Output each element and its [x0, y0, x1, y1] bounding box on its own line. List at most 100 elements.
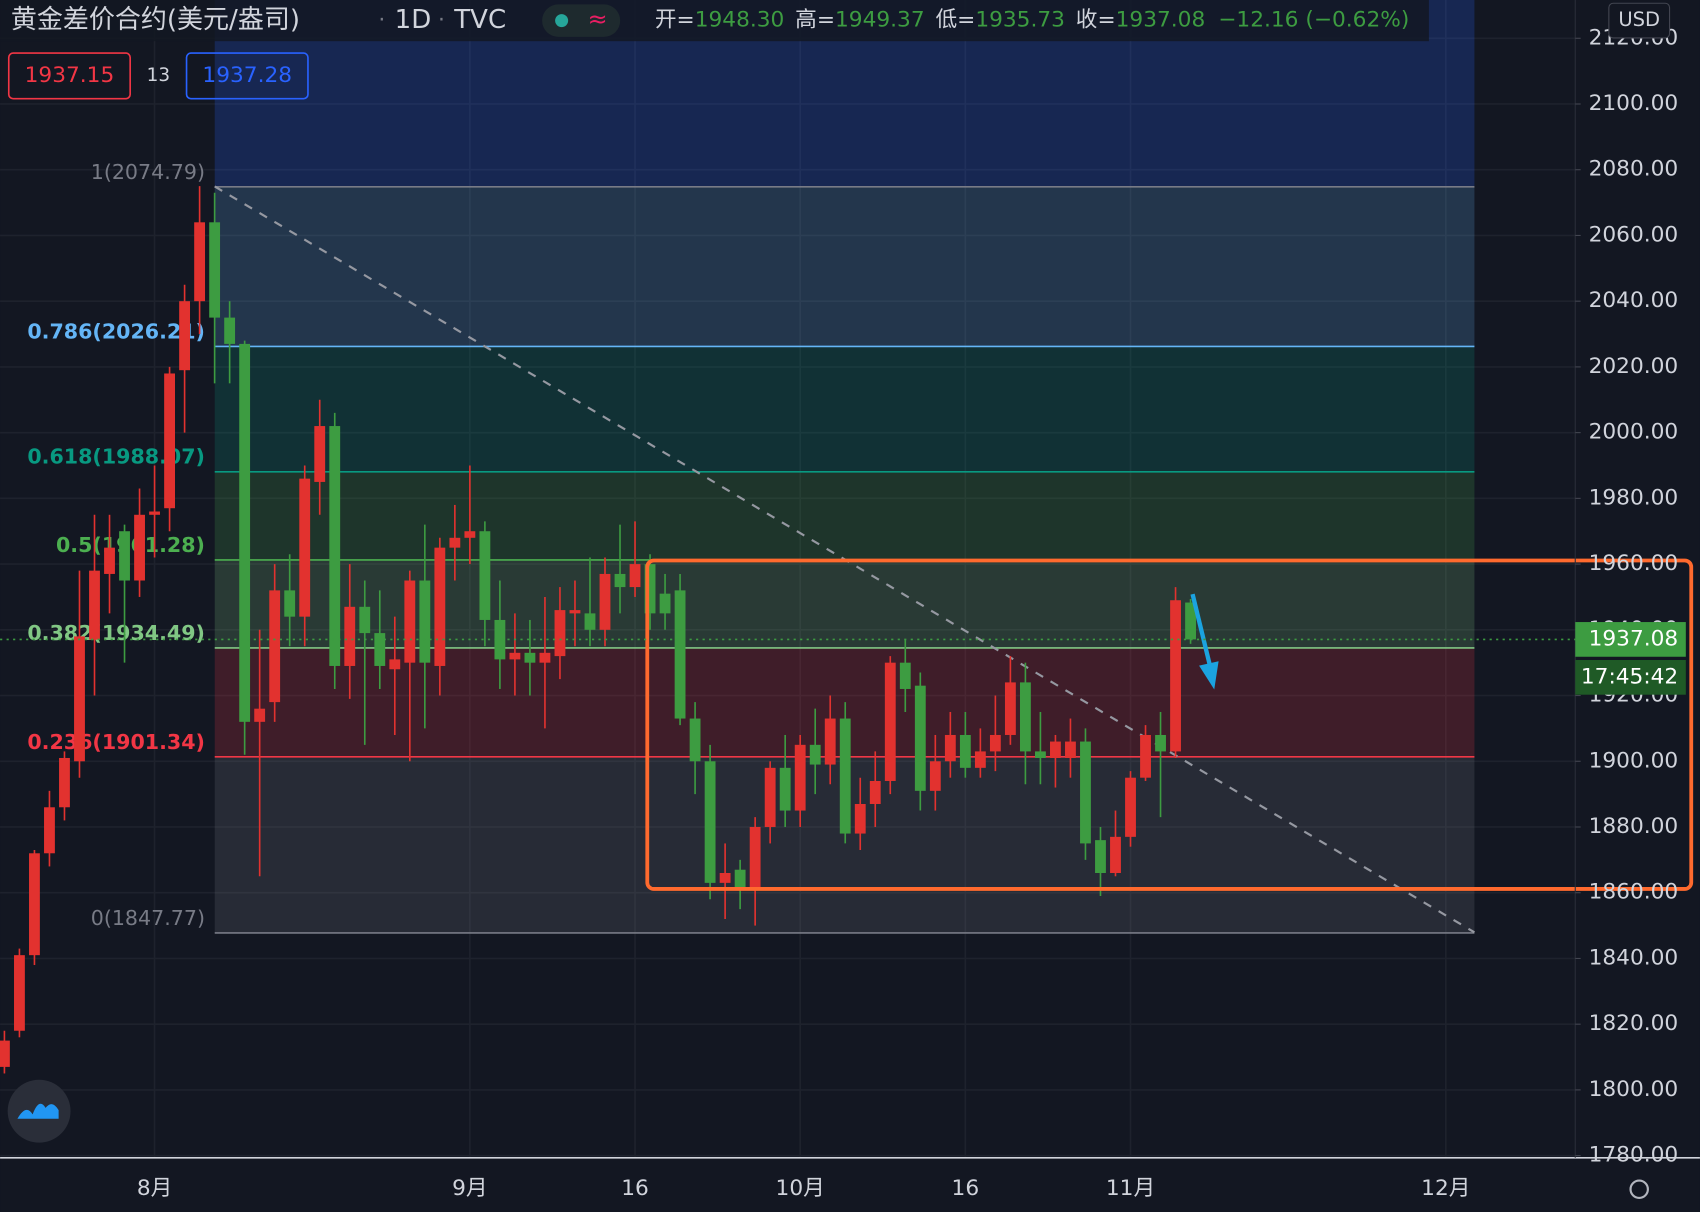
stat-text: 1937.08	[1116, 8, 1206, 33]
fib-label: 1(2074.79)	[91, 160, 205, 184]
candle-body	[719, 873, 731, 883]
fib-band	[214, 346, 1475, 472]
candle-body	[899, 662, 911, 689]
candle-body	[794, 744, 806, 811]
y-tick-label: 2040.00	[1589, 288, 1679, 313]
stat-text: 收=	[1076, 8, 1116, 33]
candle-body	[974, 751, 986, 768]
candle-body	[0, 1040, 10, 1067]
header-bg	[0, 0, 1429, 42]
x-tick-label: 16	[952, 1176, 980, 1201]
last-price-box	[1575, 622, 1686, 657]
fib-band	[214, 186, 1475, 347]
candle-body	[74, 636, 85, 762]
candle-body	[239, 343, 251, 722]
candle-body	[764, 767, 776, 827]
candle-body	[209, 222, 221, 318]
status-pill[interactable]	[542, 4, 621, 37]
candle-body	[374, 633, 386, 666]
settings-icon[interactable]	[1629, 1179, 1649, 1199]
candle-body	[44, 807, 55, 854]
candle-body	[1125, 777, 1136, 837]
stat-text: 1935.73	[975, 8, 1065, 33]
candle-body	[629, 564, 641, 588]
x-tick-label: 9月	[452, 1176, 487, 1201]
candle-body	[194, 222, 206, 302]
candle-body	[959, 734, 971, 768]
candle-body	[734, 869, 746, 890]
stat-text: −12.16 (−0.62%)	[1218, 8, 1409, 33]
range-box	[645, 558, 1694, 891]
stat-text: 1948.30	[695, 8, 785, 33]
separator: ·	[438, 8, 445, 33]
candle-body	[419, 580, 431, 663]
candle-body	[1050, 741, 1061, 758]
candle-body	[884, 662, 896, 781]
fib-band	[214, 471, 1475, 560]
candle-body	[29, 853, 40, 956]
candle-body	[479, 531, 491, 620]
fib-label: 0.236(1901.34)	[27, 730, 205, 754]
delay-icon: ≈	[588, 5, 608, 33]
candle-body	[914, 685, 926, 791]
y-tick-label: 2020.00	[1589, 354, 1679, 379]
fib-label: 0.382(1934.49)	[27, 621, 205, 645]
x-tick-label: 16	[621, 1176, 649, 1201]
candle-body	[1004, 682, 1016, 735]
candle-body	[269, 590, 281, 703]
candle-body	[539, 652, 551, 663]
candle-body	[944, 734, 956, 762]
x-tick-label: 8月	[137, 1176, 172, 1201]
ask-box[interactable]	[185, 52, 309, 100]
market-status	[555, 14, 569, 28]
y-tick-label: 1960.00	[1589, 551, 1679, 576]
x-tick-label: 11月	[1106, 1176, 1155, 1201]
candle-body	[119, 531, 130, 581]
candle-body	[704, 761, 716, 883]
y-tick-label: 2080.00	[1589, 157, 1679, 182]
candle-body	[224, 317, 236, 344]
candle-body	[404, 580, 416, 663]
y-tick-label: 2100.00	[1589, 91, 1679, 116]
source: TVC	[453, 5, 506, 35]
last-price-label: 1937.08	[1589, 626, 1679, 651]
ask-price: 1937.28	[202, 63, 292, 88]
candle-body	[179, 301, 191, 371]
candle-body	[749, 826, 761, 890]
candles	[0, 186, 1196, 1074]
ohlc-stats: 开=1948.30 高=1949.37 低=1935.73 收=1937.08 −12.…	[655, 8, 1409, 33]
logo-mark	[17, 1103, 59, 1119]
candle-body	[1140, 734, 1151, 778]
candle-body	[89, 570, 100, 640]
candle-body	[344, 606, 356, 666]
candle-body	[59, 757, 70, 808]
x-tick-label: 10月	[776, 1176, 825, 1201]
bid-box[interactable]	[7, 52, 131, 100]
fib-label: 0.5(1961.28)	[56, 533, 205, 557]
candle-body	[14, 955, 25, 1031]
y-tick-label: 1780.00	[1589, 1143, 1679, 1168]
candle-body	[554, 610, 566, 657]
stat-text: 开=	[655, 8, 695, 33]
currency-box[interactable]	[1608, 2, 1671, 39]
candle-body	[164, 373, 175, 509]
candle-body	[1080, 741, 1091, 844]
spread: 13	[147, 65, 170, 86]
stat-text: 高=	[795, 8, 835, 33]
candle-body	[1185, 602, 1196, 640]
candle-body	[134, 514, 145, 581]
candle-body	[449, 537, 461, 548]
currency: USD	[1618, 8, 1660, 31]
x-tick-label: 12月	[1421, 1176, 1470, 1201]
candle-body	[1155, 734, 1166, 752]
candle-body	[584, 613, 596, 630]
candle-body	[824, 718, 836, 765]
candle-body	[434, 547, 446, 666]
candle-body	[569, 610, 581, 614]
y-tick-label: 1900.00	[1589, 748, 1679, 773]
y-tick-label: 1860.00	[1589, 880, 1679, 905]
candle-body	[1034, 751, 1046, 758]
candle-body	[149, 511, 160, 515]
y-tick-label: 1840.00	[1589, 945, 1679, 970]
